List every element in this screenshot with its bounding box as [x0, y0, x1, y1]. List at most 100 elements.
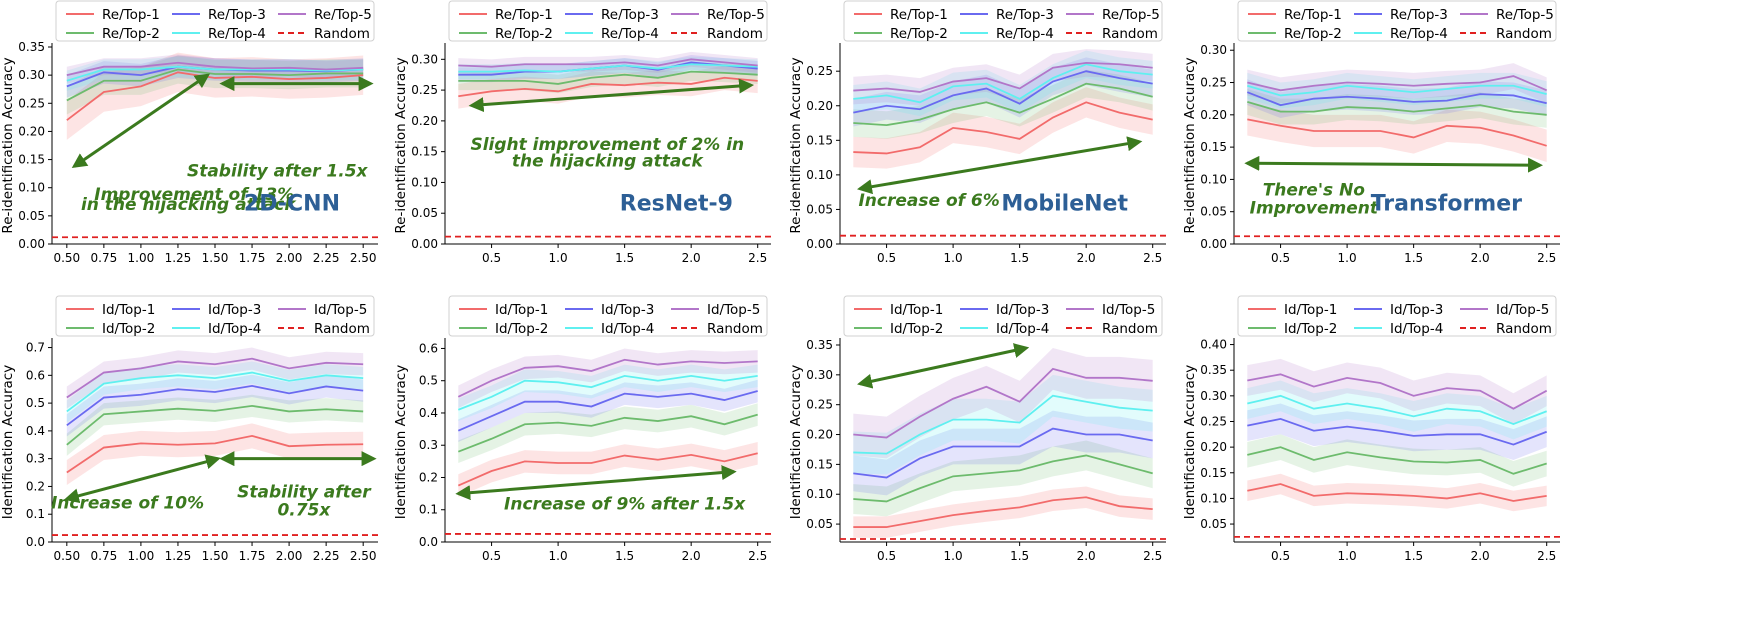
legend-label: Re/Top-5	[1102, 7, 1160, 23]
annotation-arrow	[857, 343, 1030, 389]
y-tick-label: 0.15	[806, 133, 833, 147]
legend-label: Id/Top-1	[890, 302, 943, 318]
legend-label: Re/Top-1	[890, 7, 948, 23]
annotation-text: Stability after 1.5x	[187, 161, 369, 181]
y-tick-label: 0.2	[26, 479, 45, 493]
y-axis-label: Re-identification Accuracy	[1182, 57, 1198, 233]
legend-label: Id/Top-1	[1284, 302, 1337, 318]
x-tick-label: 2.0	[1077, 549, 1096, 563]
band-top4	[1247, 380, 1547, 440]
band-top2	[66, 394, 364, 456]
x-tick-label: 2.0	[1471, 251, 1490, 265]
x-tick-label: 2.0	[682, 251, 701, 265]
annotation-arrow	[63, 454, 221, 504]
band-top1	[66, 423, 364, 486]
band-top5	[1247, 358, 1547, 425]
y-tick-label: 0.1	[419, 503, 438, 517]
legend-box	[55, 295, 375, 337]
series-line-top2	[1247, 446, 1547, 475]
y-tick-label: 0.15	[411, 145, 438, 159]
y-tick-label: 0.10	[806, 487, 833, 501]
x-tick-label: 1.75	[239, 251, 266, 265]
legend-box	[55, 0, 375, 42]
legend-box	[843, 0, 1163, 42]
legend-label: Re/Top-1	[102, 7, 160, 23]
y-tick-label: 0.05	[1200, 517, 1227, 531]
annotation-text: Increase of 6%	[858, 191, 999, 211]
annotation-arrow	[1244, 155, 1544, 173]
chart-panel-1: 0.50 0.75 1.00 1.25 1.50 1.75 2.00 2.25 2.50 0.00…	[0, 0, 378, 265]
x-tick-label: 2.00	[276, 251, 303, 265]
y-tick-label: 0.10	[411, 175, 438, 189]
y-tick-label: 0.25	[18, 96, 45, 110]
legend-label: Id/Top-3	[208, 302, 261, 318]
band-top2	[1247, 434, 1547, 487]
y-tick-label: 0.00	[806, 237, 833, 251]
y-tick-label: 0.15	[806, 457, 833, 471]
legend-label: Re/Top-4	[601, 26, 659, 42]
x-tick-label: 2.0	[1077, 251, 1096, 265]
y-axis-label: Identification Accuracy	[0, 365, 16, 519]
series-line-top5	[1247, 373, 1548, 410]
x-tick-label: 0.75	[91, 549, 118, 563]
legend-box	[448, 295, 768, 337]
y-tick-label: 0.05	[411, 206, 438, 220]
legend-label: Id/Top-4	[208, 321, 261, 337]
annotation-text: There's No	[1263, 181, 1366, 201]
legend-label: Random	[1102, 26, 1158, 42]
x-tick-label: 0.5	[482, 549, 501, 563]
y-tick-label: 0.00	[1200, 237, 1227, 251]
y-tick-label: 0.00	[411, 237, 438, 251]
x-tick-label: 0.5	[1271, 251, 1290, 265]
y-tick-label: 0.30	[411, 52, 438, 66]
y-tick-label: 0.5	[419, 374, 438, 388]
y-tick-label: 0.30	[1200, 389, 1227, 403]
x-tick-label: 1.5	[615, 549, 634, 563]
legend-label: Re/Top-3	[1390, 7, 1448, 23]
legend-label: Random	[707, 321, 763, 337]
x-tick-label: 2.0	[682, 549, 701, 563]
x-tick-label: 1.00	[128, 549, 155, 563]
legend-label: Random	[1496, 26, 1552, 42]
legend-label: Re/Top-3	[996, 7, 1054, 23]
y-axis-label: Identification Accuracy	[788, 365, 804, 519]
legend-box	[448, 0, 768, 42]
annotation-text: the hijacking attack	[512, 151, 705, 171]
series-line-top3	[853, 427, 1153, 479]
series-line-top5	[66, 61, 364, 77]
series-line-top4	[1247, 84, 1547, 97]
band-top5	[458, 348, 758, 409]
y-tick-label: 0.05	[1200, 205, 1227, 219]
band-top2	[853, 440, 1153, 517]
x-tick-label: 2.5	[1143, 251, 1162, 265]
legend-label: Re/Top-4	[1390, 26, 1448, 42]
y-tick-label: 0.00	[18, 237, 45, 251]
y-tick-label: 0.05	[806, 202, 833, 216]
y-tick-label: 0.30	[18, 68, 45, 82]
x-tick-label: 1.5	[1010, 251, 1029, 265]
y-tick-label: 0.6	[26, 368, 45, 382]
y-tick-label: 0.25	[1200, 414, 1227, 428]
chart-panel-5: 0.50 0.75 1.00 1.25 1.50 1.75 2.00 2.25 2.50 0.0 0…	[0, 295, 378, 563]
y-tick-label: 0.1	[26, 507, 45, 521]
legend-label: Id/Top-5	[314, 302, 367, 318]
legend-label: Re/Top-2	[495, 26, 553, 42]
band-top5	[1247, 63, 1547, 104]
x-tick-label: 0.50	[53, 549, 80, 563]
x-tick-label: 1.5	[1010, 549, 1029, 563]
series-line-top4	[457, 374, 758, 411]
y-tick-label: 0.25	[411, 83, 438, 97]
y-tick-label: 0.5	[26, 396, 45, 410]
y-tick-label: 0.20	[806, 428, 833, 442]
legend-label: Re/Top-5	[314, 7, 372, 23]
y-tick-label: 0.3	[419, 438, 438, 452]
band-top3	[1247, 403, 1547, 460]
y-tick-label: 0.10	[1200, 172, 1227, 186]
legend-label: Random	[314, 321, 370, 337]
y-tick-label: 0.20	[806, 99, 833, 113]
annotation-text: Improvement of 13%	[94, 185, 294, 205]
legend-label: Id/Top-4	[601, 321, 654, 337]
legend-label: Random	[707, 26, 763, 42]
model-label: ResNet-9	[620, 192, 733, 217]
y-tick-label: 0.30	[806, 368, 833, 382]
